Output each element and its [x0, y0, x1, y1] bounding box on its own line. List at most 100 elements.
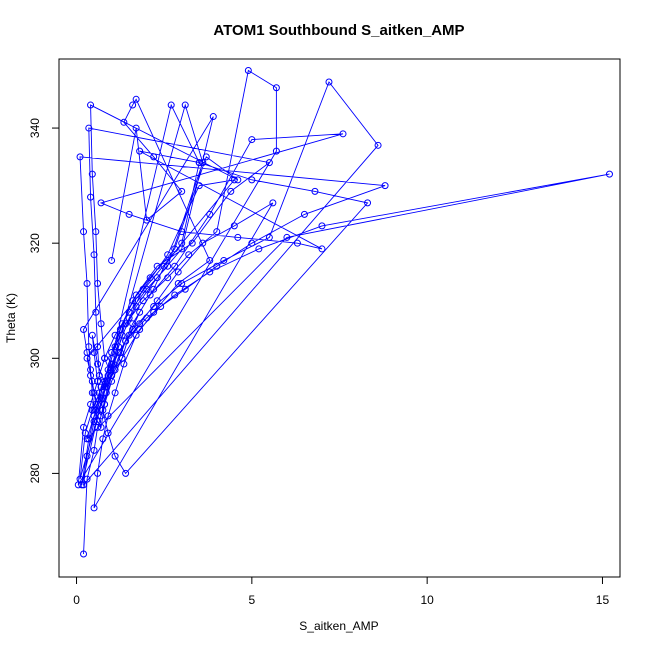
data-point	[129, 101, 137, 109]
data-point	[255, 245, 263, 253]
x-axis-label: S_aitken_AMP	[299, 619, 378, 633]
data-point	[178, 187, 186, 195]
data-point	[97, 412, 105, 420]
x-tick-label: 15	[596, 593, 610, 607]
data-point	[150, 285, 158, 293]
data-point	[118, 331, 126, 339]
data-point	[76, 153, 84, 161]
data-point	[108, 349, 116, 357]
data-point	[90, 446, 98, 454]
data-point	[111, 331, 119, 339]
data-point	[206, 268, 214, 276]
data-point	[230, 176, 238, 184]
data-point	[178, 228, 186, 236]
data-point	[164, 251, 172, 259]
data-point	[174, 268, 182, 276]
y-tick-label: 300	[28, 348, 42, 368]
data-point	[129, 326, 137, 334]
data-point	[94, 360, 102, 368]
data-point	[94, 377, 102, 385]
data-point	[87, 193, 95, 201]
data-point	[97, 320, 105, 328]
data-point	[146, 274, 154, 282]
data-point	[94, 469, 102, 477]
data-point	[104, 412, 112, 420]
data-point	[108, 377, 116, 385]
data-point	[248, 239, 256, 247]
data-point	[83, 452, 91, 460]
series-points	[74, 67, 613, 558]
data-point	[272, 84, 280, 92]
data-point	[118, 320, 126, 328]
data-point	[80, 423, 88, 431]
data-point	[81, 429, 89, 437]
x-axis: 0 5 10 15	[73, 576, 610, 607]
data-point	[153, 262, 161, 270]
data-point	[311, 187, 319, 195]
data-point	[97, 423, 105, 431]
data-point	[150, 153, 158, 161]
x-tick-label: 10	[420, 593, 434, 607]
chart-title: ATOM1 Southbound S_aitken_AMP	[213, 22, 464, 39]
data-point	[167, 101, 175, 109]
data-point	[143, 216, 151, 224]
data-point	[129, 320, 137, 328]
data-point	[132, 302, 140, 310]
data-point	[90, 389, 98, 397]
data-point	[185, 251, 193, 259]
data-point	[374, 141, 382, 149]
data-point	[108, 372, 116, 380]
x-tick-label: 5	[249, 593, 256, 607]
data-point	[157, 302, 165, 310]
data-point	[171, 245, 179, 253]
data-point	[104, 366, 112, 374]
data-point	[80, 228, 88, 236]
data-point	[132, 291, 140, 299]
data-point	[97, 395, 105, 403]
data-point	[300, 210, 308, 218]
data-point	[94, 400, 102, 408]
data-point	[104, 372, 112, 380]
data-point	[111, 343, 119, 351]
data-point	[120, 118, 128, 126]
data-point	[132, 331, 140, 339]
data-point	[111, 452, 119, 460]
data-point	[171, 262, 179, 270]
data-point	[122, 469, 130, 477]
data-point	[181, 285, 189, 293]
data-point	[213, 262, 221, 270]
y-tick-label: 320	[28, 233, 42, 253]
data-point	[122, 320, 130, 328]
data-point	[181, 101, 189, 109]
data-point	[230, 222, 238, 230]
data-point	[248, 176, 256, 184]
data-point	[94, 343, 102, 351]
data-point	[164, 262, 172, 270]
data-point	[80, 481, 88, 489]
data-point	[150, 302, 158, 310]
data-point	[178, 239, 186, 247]
data-point	[125, 210, 133, 218]
data-point	[139, 285, 147, 293]
data-point	[76, 475, 84, 483]
data-point	[101, 354, 109, 362]
data-point	[283, 233, 291, 241]
data-point	[143, 285, 151, 293]
data-point	[188, 239, 196, 247]
data-point	[108, 354, 116, 362]
data-point	[85, 124, 93, 132]
data-point	[95, 372, 103, 380]
data-point	[85, 343, 93, 351]
data-point	[195, 182, 203, 190]
data-point	[115, 343, 123, 351]
data-point	[111, 366, 119, 374]
data-point	[339, 130, 347, 138]
data-point	[160, 262, 168, 270]
data-point	[381, 182, 389, 190]
data-point	[605, 170, 613, 178]
data-point	[220, 256, 228, 264]
data-point	[102, 389, 110, 397]
data-point	[199, 159, 207, 167]
data-point	[153, 297, 161, 305]
data-point	[206, 210, 214, 218]
